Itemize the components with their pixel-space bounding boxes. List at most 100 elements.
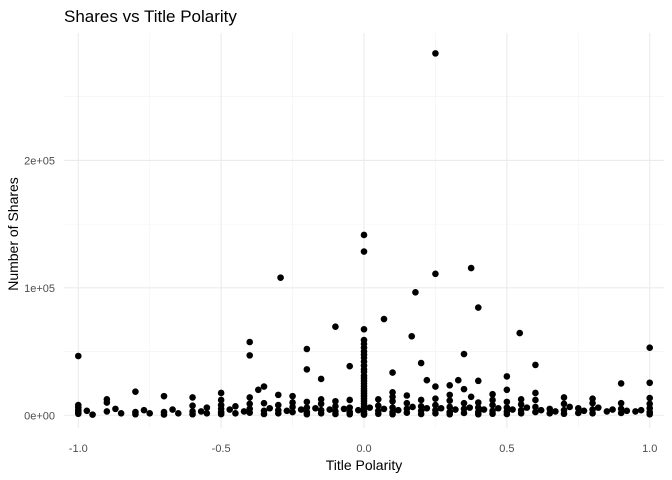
data-point	[160, 411, 168, 418]
data-point	[446, 403, 454, 411]
data-point	[303, 345, 311, 353]
data-point	[83, 407, 91, 415]
data-point	[489, 396, 496, 404]
data-point	[317, 410, 325, 417]
data-point	[532, 361, 539, 369]
data-point	[546, 410, 554, 417]
data-point	[283, 407, 291, 415]
data-point	[117, 410, 125, 417]
data-point	[560, 410, 568, 418]
data-point	[566, 403, 574, 411]
data-point	[517, 410, 525, 417]
data-point	[146, 410, 154, 417]
data-point	[432, 383, 439, 390]
data-point	[617, 380, 625, 387]
data-point	[389, 410, 396, 418]
data-point	[403, 392, 411, 399]
data-point	[360, 325, 368, 333]
data-point	[374, 410, 382, 418]
data-point	[417, 396, 425, 404]
data-point	[140, 406, 148, 414]
data-point	[646, 394, 654, 402]
data-point	[532, 408, 539, 416]
data-point	[74, 410, 82, 418]
data-point	[480, 406, 488, 413]
data-point	[260, 399, 268, 407]
data-point	[617, 409, 625, 417]
data-point	[423, 404, 431, 412]
data-point	[112, 405, 119, 413]
data-point	[509, 406, 516, 413]
data-point	[232, 403, 239, 410]
data-point	[489, 410, 496, 418]
data-point	[332, 403, 339, 410]
data-points	[74, 50, 654, 418]
data-point	[474, 377, 482, 385]
data-point	[532, 389, 539, 397]
data-point	[274, 401, 282, 409]
data-point	[174, 410, 182, 417]
data-point	[560, 400, 568, 408]
data-point	[389, 369, 396, 376]
data-point	[103, 408, 111, 415]
data-point	[312, 404, 319, 412]
data-point	[646, 344, 654, 352]
data-point	[432, 270, 439, 278]
data-point	[366, 404, 374, 411]
data-point	[452, 406, 459, 413]
data-point	[503, 410, 511, 418]
data-point	[246, 394, 254, 401]
data-point	[132, 410, 139, 418]
data-point	[467, 393, 475, 401]
data-point	[460, 385, 468, 393]
data-point	[289, 399, 296, 406]
x-tick-label: -1.0	[69, 443, 88, 455]
data-point	[203, 404, 211, 411]
y-tick-label: 2e+05	[24, 155, 55, 167]
data-point	[289, 392, 296, 400]
data-point	[474, 410, 482, 418]
data-point	[332, 323, 339, 331]
data-point	[354, 406, 362, 414]
data-point	[409, 403, 416, 411]
data-point	[217, 396, 225, 404]
data-point	[374, 402, 382, 410]
axes: -1.0 -0.5 0.0 0.5 1.0 0e+00 1e+05 2e+05	[24, 155, 657, 455]
data-point	[632, 408, 639, 415]
data-point	[446, 410, 454, 418]
data-point	[260, 383, 268, 390]
data-point	[503, 386, 511, 394]
data-point	[303, 398, 311, 406]
data-point	[532, 403, 539, 411]
data-point	[389, 393, 396, 401]
data-point	[517, 396, 525, 403]
data-point	[646, 410, 654, 418]
data-point	[360, 231, 368, 239]
data-point	[467, 264, 475, 272]
data-point	[460, 399, 468, 407]
data-point	[346, 362, 354, 370]
data-point	[332, 410, 339, 418]
data-point	[432, 410, 439, 417]
data-point	[394, 406, 402, 414]
data-point	[303, 410, 311, 418]
data-point	[594, 404, 602, 411]
data-point	[617, 399, 625, 407]
data-point	[408, 332, 416, 340]
data-point	[89, 411, 96, 418]
data-point	[197, 408, 205, 415]
data-point	[189, 402, 196, 410]
data-point	[609, 406, 616, 413]
data-point	[474, 304, 482, 311]
data-point	[516, 329, 524, 337]
data-point	[360, 248, 368, 255]
data-point	[637, 406, 645, 414]
data-point	[552, 408, 559, 415]
data-point	[432, 50, 439, 57]
data-point	[246, 400, 254, 408]
x-tick-label: 0.5	[499, 443, 514, 455]
data-point	[254, 386, 262, 394]
data-point	[532, 396, 539, 404]
data-point	[503, 373, 511, 380]
